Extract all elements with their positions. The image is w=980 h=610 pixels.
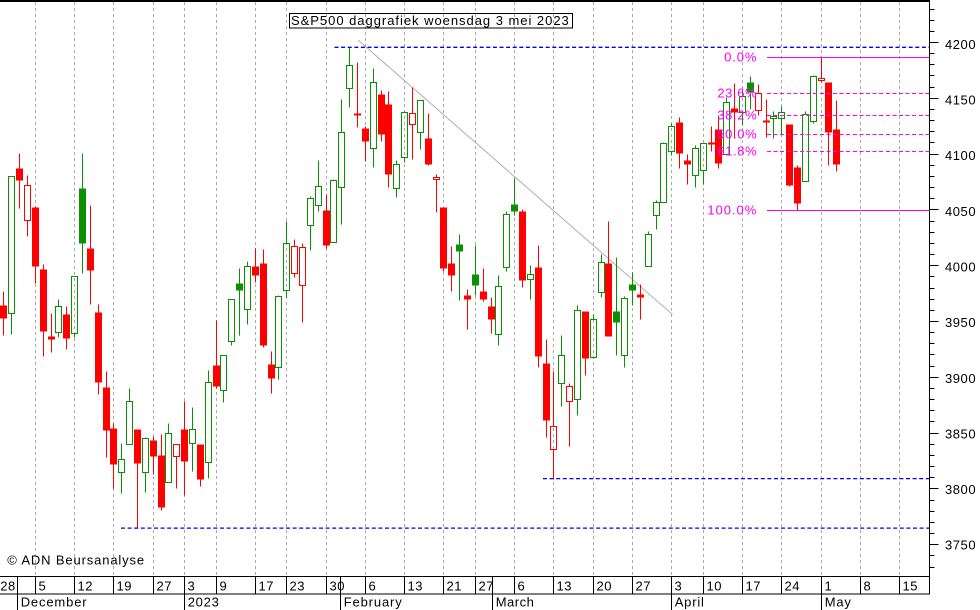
svg-text:21: 21 [447, 578, 462, 593]
svg-text:4150: 4150 [945, 93, 976, 108]
svg-text:6: 6 [518, 578, 526, 593]
svg-text:3900: 3900 [945, 371, 976, 386]
svg-text:3850: 3850 [945, 426, 976, 441]
svg-text:December: December [21, 595, 88, 610]
svg-text:23: 23 [290, 578, 305, 593]
svg-text:4000: 4000 [945, 260, 976, 275]
svg-text:3800: 3800 [945, 482, 976, 497]
svg-text:50.0%: 50.0% [717, 127, 757, 142]
svg-text:9: 9 [220, 578, 228, 593]
svg-text:0.0%: 0.0% [724, 50, 757, 65]
svg-text:27: 27 [479, 578, 494, 593]
svg-text:6: 6 [369, 578, 377, 593]
svg-text:100.0%: 100.0% [707, 203, 757, 218]
svg-text:S&P500 daggrafiek woensdag 3 m: S&P500 daggrafiek woensdag 3 mei 2023 [291, 13, 570, 28]
svg-text:April: April [675, 595, 705, 610]
svg-text:3: 3 [188, 578, 196, 593]
svg-text:17: 17 [259, 578, 274, 593]
svg-text:4050: 4050 [945, 204, 976, 219]
svg-text:24: 24 [785, 578, 800, 593]
svg-text:March: March [496, 595, 535, 610]
svg-text:38.2%: 38.2% [717, 108, 757, 123]
svg-text:5: 5 [39, 578, 47, 593]
svg-text:20: 20 [597, 578, 612, 593]
svg-text:28: 28 [0, 578, 15, 593]
svg-text:19: 19 [117, 578, 132, 593]
svg-text:3950: 3950 [945, 315, 976, 330]
svg-text:2023: 2023 [188, 595, 220, 610]
svg-text:27: 27 [636, 578, 651, 593]
svg-text:4200: 4200 [945, 37, 976, 52]
svg-text:30: 30 [330, 578, 345, 593]
svg-text:1: 1 [825, 578, 833, 593]
svg-text:© ADN Beursanalyse: © ADN Beursanalyse [7, 552, 145, 567]
svg-text:27: 27 [157, 578, 172, 593]
svg-text:61.8%: 61.8% [717, 144, 757, 159]
svg-text:13: 13 [408, 578, 423, 593]
svg-text:23.6%: 23.6% [717, 86, 757, 101]
svg-text:3: 3 [675, 578, 683, 593]
svg-text:May: May [825, 595, 852, 610]
svg-text:February: February [344, 595, 403, 610]
svg-text:3750: 3750 [945, 538, 976, 553]
svg-text:15: 15 [903, 578, 918, 593]
svg-text:13: 13 [557, 578, 572, 593]
svg-text:8: 8 [864, 578, 872, 593]
svg-text:12: 12 [78, 578, 93, 593]
svg-text:10: 10 [707, 578, 722, 593]
svg-text:4100: 4100 [945, 148, 976, 163]
svg-text:17: 17 [746, 578, 761, 593]
